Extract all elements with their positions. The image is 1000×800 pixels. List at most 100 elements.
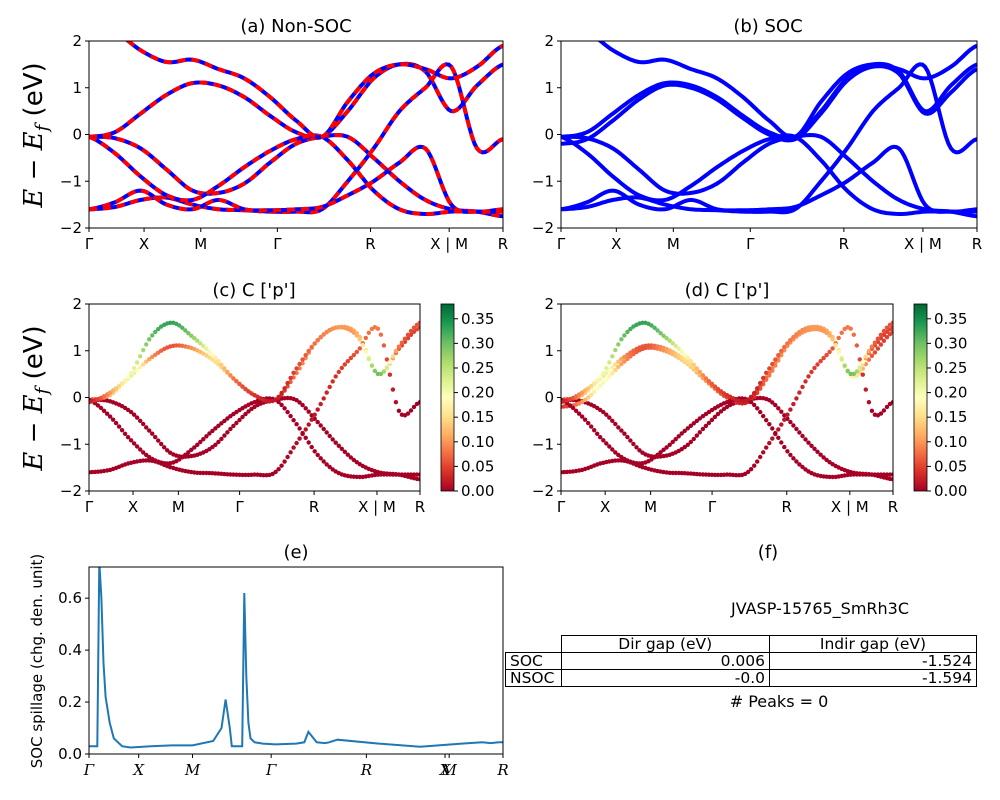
band-point <box>318 335 323 340</box>
band-point <box>863 387 868 392</box>
panel-b-bands <box>561 41 977 219</box>
band-point <box>604 412 609 417</box>
band-point <box>815 362 820 367</box>
band-point <box>345 452 350 457</box>
band-point <box>342 362 347 367</box>
gap-table-cell-dir: -0.0 <box>560 669 770 687</box>
band-point <box>134 360 140 365</box>
band-point <box>303 406 308 411</box>
band-point <box>273 469 278 475</box>
band-point <box>198 439 203 445</box>
band-point <box>219 421 224 426</box>
band-point <box>297 426 302 431</box>
band-point <box>210 444 215 450</box>
x-tick-label: R <box>839 235 849 253</box>
band-point <box>794 396 799 401</box>
band-point <box>679 431 684 436</box>
band-point <box>860 360 865 365</box>
band-point <box>839 330 844 335</box>
band-point <box>279 390 284 396</box>
band-line <box>89 61 503 140</box>
colorbar-tick-label: 0.15 <box>934 408 967 426</box>
band-point <box>213 442 218 447</box>
band-point <box>715 472 721 478</box>
band-point <box>827 349 832 355</box>
band-point <box>165 448 170 453</box>
band-point <box>881 338 887 343</box>
band-point <box>237 381 242 387</box>
band-point <box>607 444 612 449</box>
band-point <box>845 368 850 374</box>
band-point <box>225 416 230 421</box>
band-point <box>767 422 772 427</box>
colorbar-tick-label: 0.00 <box>461 482 494 500</box>
band-point <box>104 411 110 416</box>
band-point <box>788 407 793 412</box>
band-point <box>150 333 155 338</box>
band-point <box>761 413 766 419</box>
band-point <box>604 377 609 382</box>
band-point <box>366 356 371 362</box>
band-point <box>156 438 161 443</box>
band-point <box>345 359 350 364</box>
band-point <box>622 333 627 338</box>
band-point <box>282 406 287 411</box>
band-point <box>357 346 362 351</box>
y-tick-label: −1 <box>60 435 82 453</box>
band-point <box>134 415 140 420</box>
band-point <box>589 392 594 397</box>
band-point <box>141 347 146 353</box>
band-point <box>821 355 826 361</box>
band-point <box>134 444 140 449</box>
band-point <box>601 370 606 376</box>
band-point <box>634 445 639 450</box>
x-tick-label: Γ <box>85 498 94 516</box>
band-point <box>147 357 152 362</box>
y-tick-label: 0.6 <box>58 589 82 607</box>
band-points <box>89 320 420 482</box>
x-tick-label: R <box>888 498 898 516</box>
band-point <box>824 352 829 358</box>
band-point <box>198 341 203 346</box>
band-point <box>225 430 230 435</box>
band-point <box>116 383 122 389</box>
band-point <box>303 435 308 440</box>
panel-a-title: (a) Non-SOC <box>240 16 351 37</box>
band-point <box>872 350 878 355</box>
band-point <box>592 381 597 386</box>
y-tick-label: 0 <box>544 389 554 407</box>
ylabel-top-unit: (eV) <box>19 62 49 124</box>
band-point <box>363 349 368 355</box>
band-point <box>884 404 890 410</box>
band-point <box>697 430 702 435</box>
band-point <box>405 332 411 337</box>
band-point <box>758 409 763 415</box>
band-point <box>836 335 841 341</box>
band-point <box>396 408 402 413</box>
panel-d-bands <box>561 320 893 482</box>
x-tick-label: Γ <box>746 235 755 253</box>
band-point <box>712 384 718 389</box>
band-point <box>186 450 191 455</box>
band-point <box>598 407 603 413</box>
band-point <box>579 414 585 419</box>
band-point <box>748 467 754 472</box>
band-line <box>89 132 503 219</box>
ylabel-top-math: E − E <box>19 131 49 208</box>
band-point <box>201 343 206 349</box>
band-point <box>288 413 293 419</box>
band-point <box>300 357 305 362</box>
y-tick-label: 2 <box>72 295 82 313</box>
spillage-line <box>89 567 503 749</box>
band-point <box>95 403 101 408</box>
band-point <box>745 469 751 475</box>
svg-text:E − Ef (eV): E − Ef (eV) <box>19 325 53 471</box>
band-point <box>673 437 678 442</box>
band-point <box>770 426 775 431</box>
band-point <box>824 457 829 463</box>
band-line-dashed <box>89 144 503 214</box>
colorbar-tick-label: 0.00 <box>934 482 967 500</box>
band-point <box>860 372 865 377</box>
band-point <box>219 362 224 367</box>
y-tick-label: −2 <box>60 482 82 500</box>
